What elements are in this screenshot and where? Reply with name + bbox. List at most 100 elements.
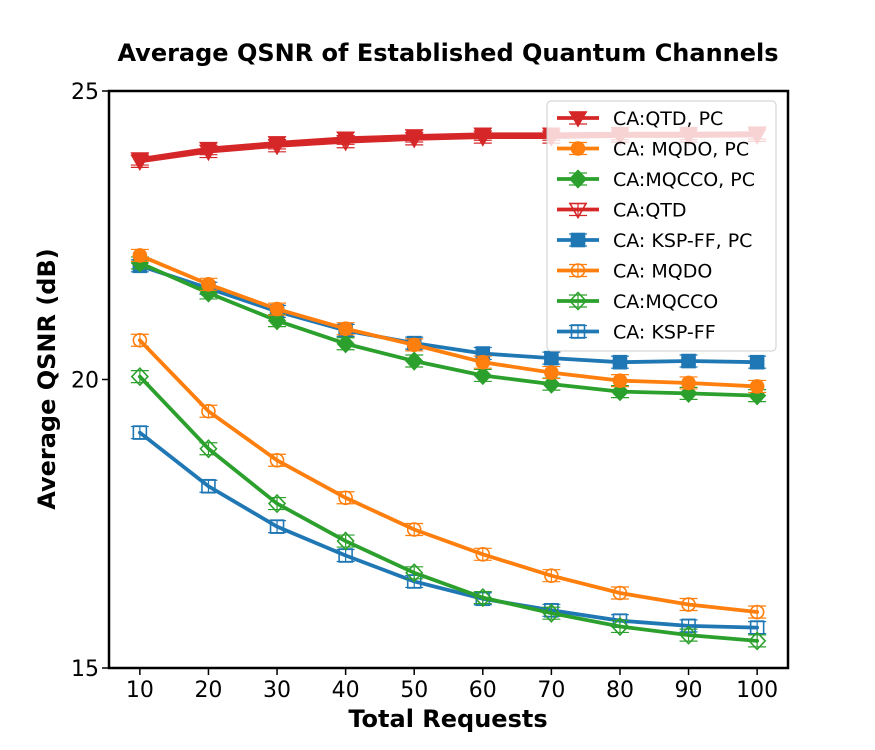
data-point <box>475 547 491 562</box>
legend-error-bar <box>569 294 587 308</box>
legend-entry: CA:MQCCO <box>557 291 718 313</box>
data-point <box>201 478 216 494</box>
error-bar <box>130 370 149 384</box>
data-point <box>612 354 628 370</box>
error-bar <box>748 634 767 648</box>
error-bar <box>542 606 561 620</box>
series-line <box>137 430 760 630</box>
data-point <box>749 354 765 370</box>
legend-label: CA:MQCCO <box>613 291 718 313</box>
data-point <box>201 403 216 419</box>
legend-label: CA: MQDO, PC <box>613 139 749 161</box>
legend-label: CA: MQDO <box>613 261 712 283</box>
series-line <box>137 253 760 389</box>
x-tick-label: 60 <box>469 678 497 703</box>
legend-label: CA: KSP-FF, PC <box>613 230 752 252</box>
x-tick-label: 70 <box>537 678 565 703</box>
legend-marker <box>570 141 586 156</box>
x-axis-label: Total Requests <box>348 705 547 733</box>
data-point <box>267 136 287 153</box>
data-point <box>269 452 285 468</box>
x-tick-label: 20 <box>194 678 222 703</box>
data-point <box>473 587 492 608</box>
legend-marker <box>570 263 586 278</box>
data-point <box>267 493 287 514</box>
legend-entry: CA: MQDO, PC <box>557 139 749 161</box>
legend-box <box>546 100 777 352</box>
x-tick-label: 30 <box>263 678 291 703</box>
data-point <box>610 616 630 637</box>
data-point <box>749 604 765 620</box>
data-point <box>544 568 559 583</box>
chart-title: Average QSNR of Established Quantum Chan… <box>117 39 778 67</box>
data-point <box>132 332 148 348</box>
legend-marker <box>570 232 586 248</box>
data-point <box>405 563 424 583</box>
data-point <box>132 248 148 263</box>
data-point <box>473 365 492 386</box>
series-7 <box>130 366 767 651</box>
data-point <box>473 127 493 144</box>
legend-label: CA:QTD <box>613 200 687 222</box>
legend-label: CA:QTD, PC <box>613 108 723 130</box>
data-point <box>542 374 561 394</box>
y-tick-label: 20 <box>71 369 99 394</box>
error-bar <box>405 566 424 580</box>
x-tick-label: 50 <box>400 678 428 703</box>
legend-entry: CA: KSP-FF <box>557 322 716 344</box>
data-point <box>267 310 287 331</box>
legend-entry: CA: MQDO <box>557 261 712 283</box>
error-bar <box>199 442 218 456</box>
series-6 <box>130 332 767 620</box>
legend-marker <box>568 169 588 189</box>
data-point <box>336 334 355 354</box>
legend-label: CA: KSP-FF <box>613 322 716 344</box>
data-point <box>269 301 285 317</box>
error-bar <box>336 534 355 548</box>
data-point <box>406 337 422 353</box>
data-point <box>404 129 424 146</box>
legend-entry: CA:MQCCO, PC <box>557 169 755 191</box>
error-bar <box>610 619 629 634</box>
ticks-layer: 10 20 30 40 50 60 70 80 90 100 15 20 25 <box>71 80 778 703</box>
error-bar <box>268 496 287 511</box>
legend-marker <box>568 111 588 128</box>
data-point <box>610 381 630 402</box>
data-point <box>475 354 491 370</box>
series-line <box>137 263 760 365</box>
error-bar <box>473 591 492 605</box>
series-3 <box>130 253 767 406</box>
series-line <box>137 374 760 643</box>
data-point <box>130 152 150 169</box>
data-point <box>681 597 696 612</box>
series-line <box>137 338 760 614</box>
data-point <box>748 631 767 651</box>
data-point <box>749 379 765 394</box>
data-point <box>336 531 355 551</box>
x-tick-label: 90 <box>675 678 703 703</box>
data-point <box>542 603 561 623</box>
data-point <box>406 522 422 537</box>
y-tick-label: 25 <box>71 80 99 105</box>
data-point <box>679 625 698 645</box>
data-point <box>130 366 149 387</box>
legend-entry: CA: KSP-FF, PC <box>557 230 752 252</box>
x-tick-label: 100 <box>736 678 778 703</box>
legend-marker <box>568 291 588 311</box>
series-line <box>137 261 760 398</box>
x-tick-label: 10 <box>126 678 154 703</box>
data-point <box>338 490 353 506</box>
legend-entry: CA:QTD, PC <box>557 108 723 130</box>
series-2 <box>130 248 767 394</box>
data-point <box>612 585 628 601</box>
data-point <box>749 620 765 635</box>
legend-marker <box>570 324 586 339</box>
legend-marker <box>568 202 588 220</box>
data-point <box>132 425 148 440</box>
y-tick-label: 15 <box>71 657 99 682</box>
data-point <box>681 353 696 369</box>
data-point <box>681 375 696 391</box>
legend: CA:QTD, PC CA: MQDO, PC CA:MQCCO, PC CA:QTD… <box>546 100 777 352</box>
data-point <box>544 365 559 380</box>
